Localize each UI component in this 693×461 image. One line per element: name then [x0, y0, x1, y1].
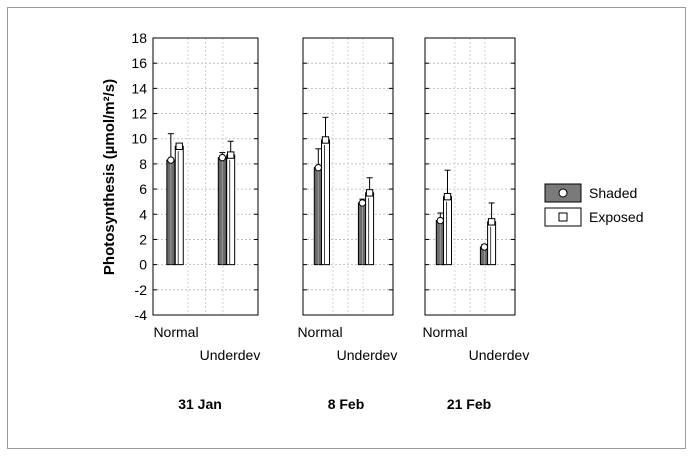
- mean-marker-circle: [218, 153, 227, 162]
- y-tick-label: -4: [135, 307, 148, 323]
- x-category-label: Normal: [153, 324, 198, 340]
- mean-marker-square: [443, 192, 452, 201]
- mean-marker-square: [487, 218, 496, 226]
- y-axis-title: Photosynthesis (µmol/m²/s): [101, 79, 118, 275]
- mean-marker-square: [321, 136, 330, 144]
- bar-exposed: [226, 154, 236, 266]
- mean-marker-circle: [436, 216, 444, 225]
- y-tick-label: 14: [131, 80, 147, 96]
- mean-marker-circle: [358, 199, 367, 207]
- panel-border: [302, 37, 394, 316]
- panel-border: [152, 37, 259, 316]
- mean-marker-square: [227, 151, 235, 159]
- panel-date-label: 21 Feb: [447, 396, 491, 412]
- y-tick-label: 0: [139, 257, 147, 273]
- y-tick-label: 2: [139, 231, 147, 247]
- mean-marker-circle: [314, 163, 322, 172]
- x-category-label: Normal: [422, 324, 467, 340]
- x-category-label: Normal: [297, 324, 342, 340]
- legend-marker-square: [558, 212, 568, 222]
- y-tick-label: 18: [131, 30, 147, 46]
- bar-exposed: [321, 139, 330, 266]
- x-category-label: Underdev: [337, 347, 398, 363]
- panel-plot-area: [425, 38, 515, 315]
- bar-exposed: [174, 145, 184, 266]
- y-tick-label: 10: [131, 131, 147, 147]
- x-category-label: Underdev: [200, 347, 261, 363]
- y-tick-label: 8: [139, 156, 147, 172]
- y-tick-label: 12: [131, 106, 147, 122]
- legend-label-shaded: Shaded: [589, 185, 637, 201]
- legend-label-exposed: Exposed: [589, 209, 643, 225]
- mean-marker-circle: [167, 156, 175, 164]
- mean-marker-circle: [480, 243, 489, 251]
- y-tick-label: 6: [139, 181, 147, 197]
- legend-marker-circle: [558, 188, 568, 198]
- bar-exposed: [443, 196, 452, 266]
- mean-marker-square: [365, 189, 374, 197]
- panel-2: Normal Underdev 8 Feb: [297, 37, 398, 412]
- mean-marker-square: [175, 142, 183, 150]
- panel-border: [424, 37, 516, 316]
- y-tick-label: -2: [135, 282, 148, 298]
- bar-exposed: [487, 221, 497, 266]
- panel-date-label: 31 Jan: [178, 396, 222, 412]
- y-tick-label: 4: [139, 206, 147, 222]
- bar-exposed: [365, 192, 375, 266]
- panel-date-label: 8 Feb: [328, 396, 365, 412]
- legend: Shaded Exposed: [544, 183, 643, 227]
- y-tick-label: 16: [131, 55, 147, 71]
- x-category-label: Underdev: [469, 347, 530, 363]
